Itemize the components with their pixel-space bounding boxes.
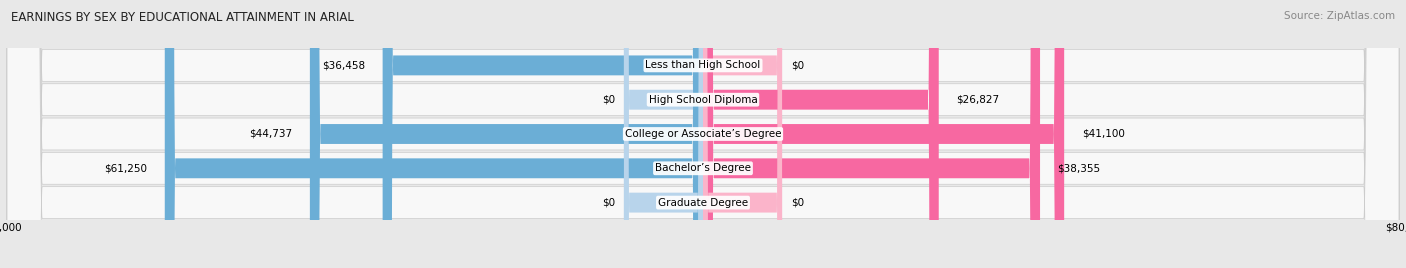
FancyBboxPatch shape [7,0,1399,268]
Text: $41,100: $41,100 [1081,129,1125,139]
Text: College or Associate’s Degree: College or Associate’s Degree [624,129,782,139]
Text: Graduate Degree: Graduate Degree [658,198,748,208]
FancyBboxPatch shape [7,0,1399,268]
FancyBboxPatch shape [309,0,703,268]
Text: $0: $0 [602,95,616,105]
Text: Less than High School: Less than High School [645,60,761,70]
FancyBboxPatch shape [382,0,703,268]
FancyBboxPatch shape [7,0,1399,268]
Text: $0: $0 [790,60,804,70]
Text: $0: $0 [790,198,804,208]
Text: $36,458: $36,458 [322,60,366,70]
Text: $26,827: $26,827 [956,95,1000,105]
Text: $61,250: $61,250 [104,163,148,173]
FancyBboxPatch shape [624,0,703,268]
FancyBboxPatch shape [7,0,1399,268]
Text: Bachelor’s Degree: Bachelor’s Degree [655,163,751,173]
FancyBboxPatch shape [703,0,1064,268]
Text: $44,737: $44,737 [249,129,292,139]
Text: $38,355: $38,355 [1057,163,1101,173]
FancyBboxPatch shape [703,0,1040,268]
FancyBboxPatch shape [7,0,1399,268]
Text: High School Diploma: High School Diploma [648,95,758,105]
Text: EARNINGS BY SEX BY EDUCATIONAL ATTAINMENT IN ARIAL: EARNINGS BY SEX BY EDUCATIONAL ATTAINMEN… [11,11,354,24]
FancyBboxPatch shape [624,0,703,268]
FancyBboxPatch shape [703,0,782,268]
Text: Source: ZipAtlas.com: Source: ZipAtlas.com [1284,11,1395,21]
FancyBboxPatch shape [703,0,939,268]
FancyBboxPatch shape [703,0,782,268]
FancyBboxPatch shape [165,0,703,268]
Text: $0: $0 [602,198,616,208]
